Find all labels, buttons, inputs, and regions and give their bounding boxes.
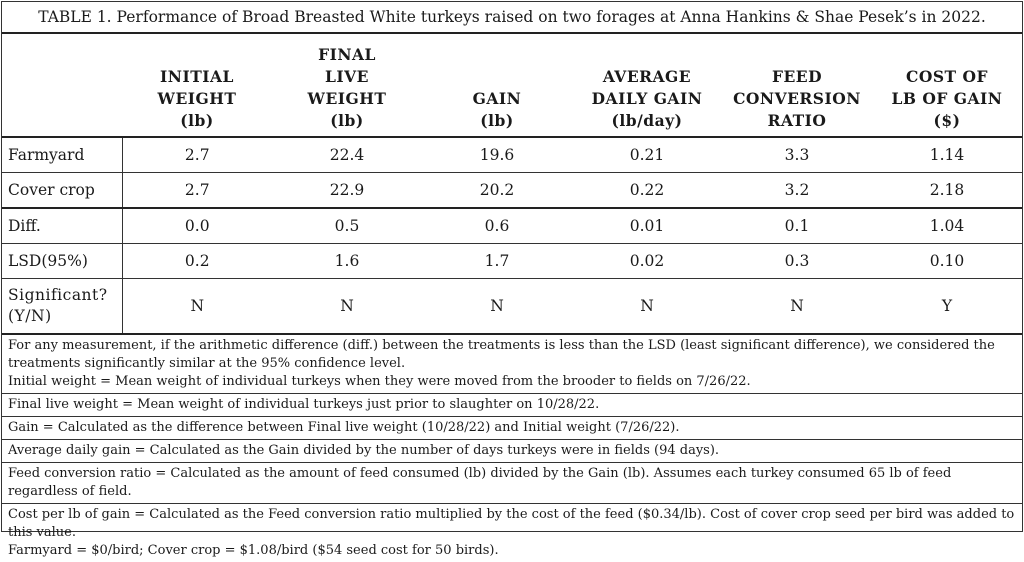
performance-table: INITIAL WEIGHT (lb) FINAL LIVE WEIGHT (l… [2,34,1022,335]
note-final-live-weight: Final live weight = Mean weight of indiv… [2,394,1022,417]
table-cell: 22.9 [272,172,422,209]
column-header-initial-weight: INITIAL WEIGHT (lb) [157,67,237,130]
table-cell: Y [872,278,1022,335]
table-cell: 0.10 [872,243,1022,279]
header-corner [2,34,122,137]
table-cell: 1.14 [872,137,1022,173]
note-feed-conversion-ratio: Feed conversion ratio = Calculated as th… [2,463,1022,504]
table-title: TABLE 1. Performance of Broad Breasted W… [2,2,1022,34]
table-cell: 3.2 [722,172,872,209]
table-cell: 22.4 [272,137,422,173]
row-label: Significant? (Y/N) [2,278,123,335]
table-cell: 0.01 [572,208,722,244]
table-row-lsd: LSD(95%) 0.2 1.6 1.7 0.02 0.3 0.10 [2,243,1022,279]
table-cell: 3.3 [722,137,872,173]
row-label: Farmyard [2,137,123,173]
note-cost-per-lb-of-gain: Cost per lb of gain = Calculated as the … [8,507,1015,558]
table-cell: 0.21 [572,137,722,173]
table-cell: N [722,278,872,335]
table-cell: 1.04 [872,208,1022,244]
table-cell: 1.6 [272,243,422,279]
table-cell: 0.22 [572,172,722,209]
table-cell: 2.18 [872,172,1022,209]
table-cell: N [572,278,722,335]
table-cell: 0.0 [122,208,272,244]
table-cell: N [422,278,572,335]
header-row: INITIAL WEIGHT (lb) FINAL LIVE WEIGHT (l… [2,34,1022,137]
row-label: Cover crop [2,172,123,209]
table-cell: 0.6 [422,208,572,244]
table-cell: 0.02 [572,243,722,279]
column-header-final-live-weight: FINAL LIVE WEIGHT (lb) [307,45,387,130]
note-lsd-and-initial-weight: For any measurement, if the arithmetic d… [2,335,1022,394]
column-header-feed-conversion-ratio: FEED CONVERSION RATIO [733,67,861,130]
table-cell: 2.7 [122,137,272,173]
table-cell: 20.2 [422,172,572,209]
table-cell: 19.6 [422,137,572,173]
table-cell: N [272,278,422,335]
table-row-cover-crop: Cover crop 2.7 22.9 20.2 0.22 3.2 2.18 [2,172,1022,209]
row-label: LSD(95%) [2,243,123,279]
table-cell: 0.2 [122,243,272,279]
table-cell: 1.7 [422,243,572,279]
table-cell: 2.7 [122,172,272,209]
column-header-cost-of-lb-of-gain: COST OF LB OF GAIN ($) [891,67,1003,130]
note-average-daily-gain: Average daily gain = Calculated as the G… [2,440,1022,463]
table-cell: 0.1 [722,208,872,244]
row-label: Diff. [2,208,123,244]
table-cell: N [122,278,272,335]
note-gain: Gain = Calculated as the difference betw… [2,417,1022,440]
table-row-farmyard: Farmyard 2.7 22.4 19.6 0.21 3.3 1.14 [2,137,1022,173]
column-header-gain: GAIN (lb) [472,89,522,130]
column-header-average-daily-gain: AVERAGE DAILY GAIN (lb/day) [591,67,703,130]
table-cell: 0.3 [722,243,872,279]
table-cell: 0.5 [272,208,422,244]
table-row-diff: Diff. 0.0 0.5 0.6 0.01 0.1 1.04 [2,208,1022,244]
table-notes: For any measurement, if the arithmetic d… [2,335,1022,562]
table-row-significant: Significant? (Y/N) N N N N N Y [2,278,1022,335]
